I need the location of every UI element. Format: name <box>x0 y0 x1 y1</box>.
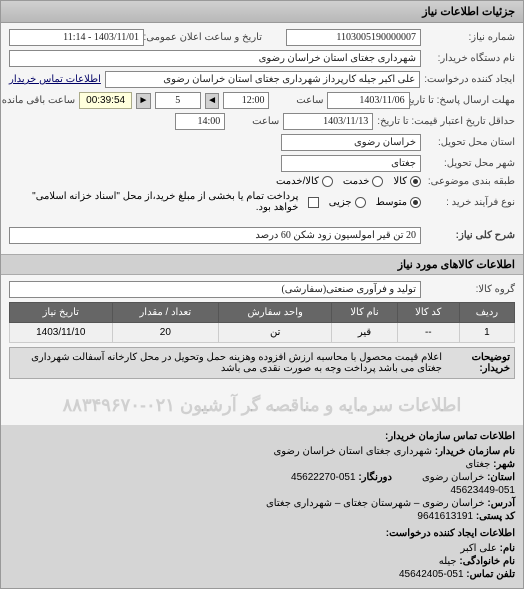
need-title-field: 20 تن قیر امولسیون زود شکن 60 درصد <box>9 227 421 244</box>
need-title-label: شرح کلی نیاز: <box>425 230 515 241</box>
c-fax-label: دورنگار: <box>358 472 392 483</box>
announce-field: 1403/11/01 - 11:14 <box>9 29 144 46</box>
cat-opt2: خدمت <box>343 176 370 187</box>
group-label: گروه کالا: <box>425 284 515 295</box>
c-prov-label: استان: <box>487 472 515 483</box>
province-label: استان محل تحویل: <box>425 137 515 148</box>
col-unit: واحد سفارش <box>219 303 332 323</box>
contact-link[interactable]: اطلاعات تماس خریدار <box>9 74 101 85</box>
buyer-org-field: شهرداری جغتای استان خراسان رضوی <box>9 50 421 67</box>
announce-label: تاریخ و ساعت اعلان عمومی: <box>148 32 262 43</box>
category-label: طبقه بندی موضوعی: <box>425 176 515 187</box>
c-family-value: جیله <box>439 556 457 567</box>
process-radios: متوسط جزیی پرداخت تمام یا بخشی از مبلغ خ… <box>9 191 421 213</box>
radio-kala[interactable] <box>410 176 421 187</box>
details-panel: جزئیات اطلاعات نیاز شماره نیاز: 11030051… <box>0 0 524 589</box>
c-phone-value: 051-45642405 <box>399 569 464 580</box>
city-field: جغتای <box>281 155 421 172</box>
group-field: تولید و فرآوری صنعتی(سفارشی) <box>9 281 421 298</box>
c-addr-label: آدرس: <box>487 498 515 509</box>
contact-header: اطلاعات تماس سازمان خریدار: <box>9 431 515 442</box>
items-table: ردیف کد کالا نام کالا واحد سفارش تعداد /… <box>9 302 515 343</box>
cell-idx: 1 <box>459 323 514 343</box>
time-label-1: ساعت <box>273 95 323 106</box>
col-date: تاریخ نیاز <box>10 303 113 323</box>
items-header: اطلاعات کالاهای مورد نیاز <box>1 254 523 275</box>
description-row: توضیحات خریدار: اعلام قیمت محصول با محاس… <box>9 347 515 379</box>
cell-name: قیر <box>332 323 398 343</box>
buyer-org-label: نام دستگاه خریدار: <box>425 53 515 64</box>
timer-field: 00:39:54 <box>79 92 132 109</box>
c-addr2-value: 45623449-051 <box>450 485 515 496</box>
col-code: کد کالا <box>397 303 459 323</box>
cat-opt1: کالا <box>393 176 407 187</box>
time-label-2: ساعت <box>229 116 279 127</box>
radio-minor[interactable] <box>355 197 366 208</box>
deadline-date: 1403/11/06 <box>327 92 409 109</box>
next-arrow-icon[interactable]: ► <box>136 93 151 109</box>
radio-medium[interactable] <box>410 197 421 208</box>
c-phone-label: تلفن تماس: <box>466 569 515 580</box>
main-form: شماره نیاز: 1103005190000007 تاریخ و ساع… <box>1 23 523 254</box>
table-row[interactable]: 1 -- قیر تن 20 1403/11/10 <box>10 323 515 343</box>
desc-value: اعلام قیمت محصول با محاسبه ارزش افزوده و… <box>14 352 442 374</box>
watermark: اطلاعات سرمایه و مناقصه گر آرشیون ۰۲۱-۸۸… <box>1 385 523 425</box>
col-name: نام کالا <box>332 303 398 323</box>
contact-section: اطلاعات تماس سازمان خریدار: نام سازمان خ… <box>1 425 523 588</box>
deadline-time: 12:00 <box>223 92 269 109</box>
requester-field: علی اکبر جیله کارپرداز شهرداری جغتای است… <box>105 71 420 88</box>
table-header-row: ردیف کد کالا نام کالا واحد سفارش تعداد /… <box>10 303 515 323</box>
c-postal-label: کد پستی: <box>476 511 515 522</box>
c-family-label: نام خانوادگی: <box>459 556 515 567</box>
c-city-label: شهر: <box>493 459 515 470</box>
c-org-label: نام سازمان خریدار: <box>435 446 515 457</box>
requester-label: ایجاد کننده درخواست: <box>424 74 515 85</box>
validity-date: 1403/11/13 <box>283 113 373 130</box>
c-prov-value: خراسان رضوی <box>422 472 484 483</box>
deadline-label: مهلت ارسال پاسخ: تا تاریخ: <box>414 95 515 106</box>
prev-arrow-icon[interactable]: ◄ <box>205 93 220 109</box>
creator-header: اطلاعات ایجاد کننده درخواست: <box>9 528 515 539</box>
category-radios: کالا خدمت کالا/خدمت <box>276 176 421 187</box>
cell-qty: 20 <box>112 323 219 343</box>
radio-both[interactable] <box>322 176 333 187</box>
c-addr-value: خراسان رضوی – شهرستان جغتای – شهرداری جغ… <box>266 498 485 509</box>
desc-label: توضیحات خریدار: <box>450 352 510 374</box>
c-org-value: شهرداری جغتای استان خراسان رضوی <box>273 446 432 457</box>
days-remaining: 5 <box>155 92 201 109</box>
cat-opt3: کالا/خدمت <box>276 176 319 187</box>
number-field: 1103005190000007 <box>286 29 421 46</box>
c-city-value: جغتای <box>465 459 490 470</box>
cell-code: -- <box>397 323 459 343</box>
col-qty: تعداد / مقدار <box>112 303 219 323</box>
proc-opt1: متوسط <box>376 197 407 208</box>
number-label: شماره نیاز: <box>425 32 515 43</box>
treasury-checkbox[interactable] <box>308 197 318 208</box>
c-postal-value: 9641613191 <box>417 511 473 522</box>
city-label: شهر محل تحویل: <box>425 158 515 169</box>
remain-label: ساعت باقی مانده <box>9 95 75 106</box>
cell-unit: تن <box>219 323 332 343</box>
cell-date: 1403/11/10 <box>10 323 113 343</box>
c-name-label: نام: <box>500 543 515 554</box>
process-label: نوع فرآیند خرید : <box>425 197 515 208</box>
process-note: پرداخت تمام یا بخشی از مبلغ خرید،از محل … <box>9 191 298 213</box>
c-fax-value: 051-45622270 <box>291 472 356 483</box>
province-field: خراسان رضوی <box>281 134 421 151</box>
validity-label: حداقل تاریخ اعتبار قیمت: تا تاریخ: <box>377 116 515 127</box>
col-row: ردیف <box>459 303 514 323</box>
panel-title: جزئیات اطلاعات نیاز <box>1 1 523 23</box>
c-name-value: علی اکبر <box>460 543 496 554</box>
proc-opt2: جزیی <box>329 197 352 208</box>
radio-khedmat[interactable] <box>372 176 383 187</box>
validity-time: 14:00 <box>175 113 225 130</box>
